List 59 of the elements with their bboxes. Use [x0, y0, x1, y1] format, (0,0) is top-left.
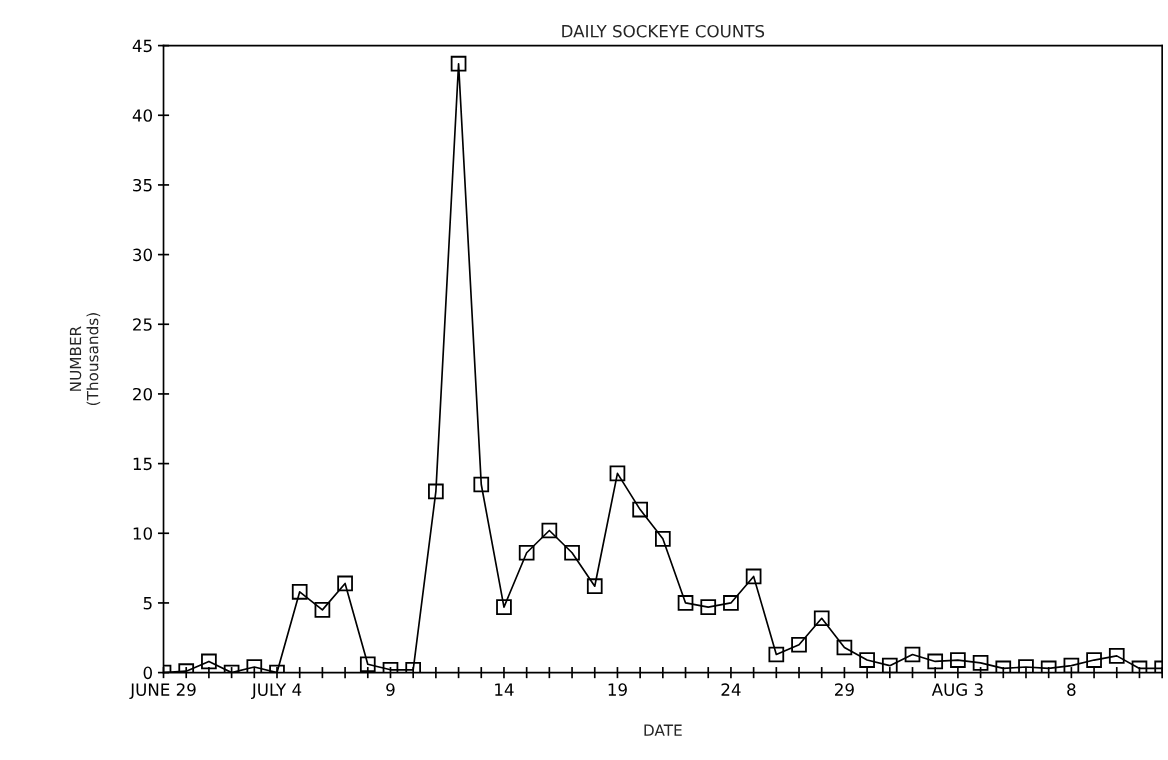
point	[586, 578, 603, 595]
point	[314, 602, 331, 618]
y-tick-label: 30	[133, 248, 152, 262]
x-tick-label: 9	[386, 683, 395, 696]
point	[1040, 660, 1057, 673]
point	[1108, 648, 1125, 664]
x-tick-label: AUG 3	[931, 683, 983, 696]
point	[450, 55, 467, 72]
point	[518, 544, 535, 561]
y-tick-label: 35	[133, 178, 152, 192]
point	[428, 483, 444, 500]
x-axis-title: DATE	[644, 724, 682, 736]
x-tick-label: 24	[721, 683, 741, 696]
y-tick-label: 45	[132, 39, 152, 53]
y-tick-label: 20	[133, 387, 152, 401]
point	[1063, 657, 1080, 673]
point	[359, 656, 376, 673]
point	[654, 530, 671, 547]
y-tick-label: 10	[133, 527, 152, 540]
x-tick-label: 8	[1067, 683, 1076, 696]
point	[496, 599, 512, 615]
point	[768, 646, 785, 663]
point	[291, 583, 308, 600]
y-tick-label: 25	[133, 318, 152, 331]
point	[1131, 660, 1148, 673]
point	[677, 595, 694, 611]
y-tick-label: 15	[133, 457, 152, 471]
point	[950, 652, 966, 668]
point	[972, 654, 989, 671]
x-tick-label: JULY 4	[251, 683, 302, 700]
chart-title: DAILY SOCKEYE COUNTS	[562, 24, 765, 38]
point	[859, 652, 875, 668]
point	[632, 501, 648, 518]
x-tick-label: 14	[495, 683, 514, 696]
x-tick-label: JUNE 29	[129, 683, 196, 700]
point	[745, 568, 762, 585]
point	[813, 610, 830, 627]
point	[564, 544, 580, 561]
point	[201, 653, 217, 670]
y-tick-label: 40	[132, 109, 152, 122]
point	[473, 476, 490, 493]
point	[881, 657, 898, 673]
x-tick-label: 29	[835, 683, 854, 696]
y-tick-label: 0	[143, 666, 152, 680]
point	[1086, 652, 1102, 668]
point	[541, 522, 558, 539]
point	[246, 659, 263, 673]
point	[995, 660, 1012, 673]
point	[609, 465, 626, 482]
y-tick-label: 5	[143, 597, 152, 610]
point	[337, 575, 353, 592]
point	[927, 653, 944, 670]
point	[791, 636, 807, 653]
point	[700, 599, 717, 615]
y-axis-title: NUMBER (Thousands)	[69, 313, 101, 406]
x-tick-label: 19	[608, 683, 627, 696]
point	[904, 646, 921, 663]
point	[723, 595, 739, 611]
point	[836, 639, 853, 656]
